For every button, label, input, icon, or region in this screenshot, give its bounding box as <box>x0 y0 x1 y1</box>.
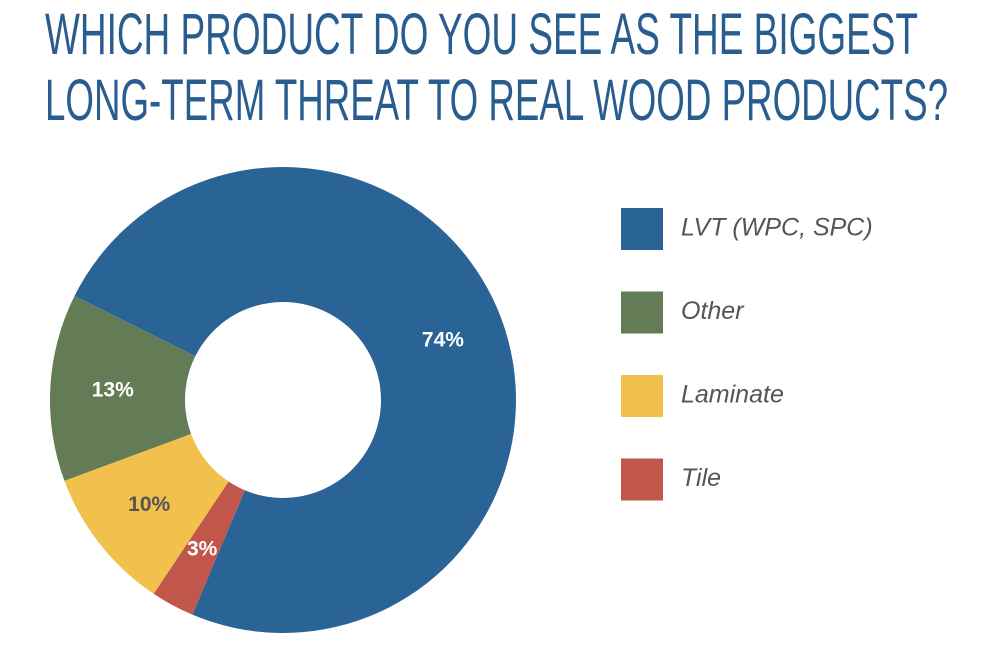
chart-title: LONG-TERM THREAT TO REAL WOOD PRODUCTS? <box>45 68 948 133</box>
data-label: 3% <box>187 538 218 561</box>
slice <box>64 433 229 594</box>
slice <box>49 296 196 481</box>
data-label: 13% <box>92 378 134 401</box>
slice <box>74 166 517 634</box>
chart-title: WHICH PRODUCT DO YOU SEE AS THE BIGGEST <box>45 2 918 67</box>
data-label: 74% <box>422 328 464 351</box>
legend-label: Other <box>681 297 745 325</box>
legend-label: Tile <box>681 464 721 492</box>
slice <box>153 481 245 615</box>
legend-swatch <box>621 208 663 250</box>
legend-swatch <box>621 291 663 334</box>
legend-swatch <box>621 458 663 501</box>
legend-label: Laminate <box>681 381 784 409</box>
data-label: 10% <box>128 493 170 516</box>
legend-swatch <box>621 375 663 417</box>
legend-label: LVT (WPC, SPC) <box>681 214 873 242</box>
